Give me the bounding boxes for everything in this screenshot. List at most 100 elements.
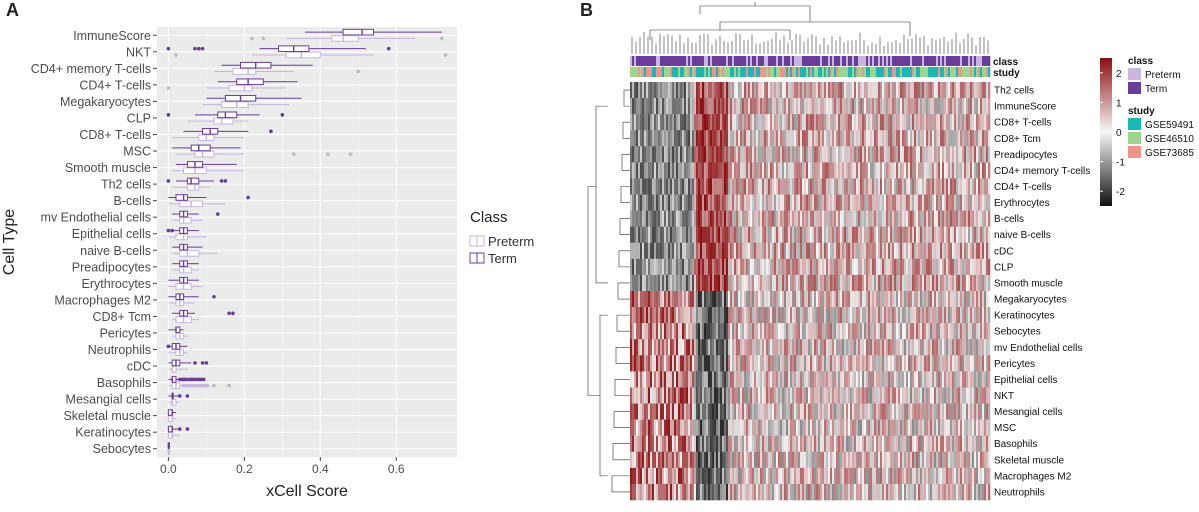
heatmap-cell: [656, 82, 658, 98]
heatmap-cell: [810, 291, 812, 307]
heatmap-cell: [874, 339, 876, 355]
heatmap-cell: [940, 355, 942, 371]
heatmap-cell: [850, 227, 852, 243]
heatmap-cell: [972, 339, 974, 355]
heatmap-cell: [648, 420, 650, 436]
heatmap-cell: [772, 436, 774, 452]
heatmap-cell: [886, 178, 888, 194]
heatmap-cell: [926, 387, 928, 403]
heatmap-cell: [716, 211, 718, 227]
heatmap-cell: [724, 275, 726, 291]
class-annotation-cell: [722, 56, 724, 66]
heatmap-cell: [890, 259, 892, 275]
heatmap-cell: [892, 227, 894, 243]
heatmap-cell: [650, 211, 652, 227]
heatmap-cell: [740, 291, 742, 307]
heatmap-cell: [730, 243, 732, 259]
heatmap-cell: [968, 371, 970, 387]
heatmap-cell: [814, 387, 816, 403]
heatmap-cell: [978, 243, 980, 259]
heatmap-cell: [724, 436, 726, 452]
heatmap-cell: [674, 82, 676, 98]
heatmap-cell: [640, 355, 642, 371]
heatmap-cell: [840, 291, 842, 307]
heatmap-cell: [690, 420, 692, 436]
heatmap-cell: [798, 436, 800, 452]
heatmap-cell: [932, 227, 934, 243]
class-annotation-cell: [742, 56, 744, 66]
heatmap-cell: [790, 259, 792, 275]
heatmap-cell: [726, 275, 728, 291]
heatmap-cell: [966, 195, 968, 211]
heatmap-cell: [714, 355, 716, 371]
heatmap-cell: [982, 243, 984, 259]
heatmap-cell: [860, 436, 862, 452]
heatmap-cell: [838, 82, 840, 98]
heatmap-cell: [660, 323, 662, 339]
heatmap-cell: [856, 420, 858, 436]
outlier-point: [349, 152, 353, 156]
heatmap-cell: [746, 420, 748, 436]
heatmap-cell: [868, 243, 870, 259]
heatmap-cell: [786, 355, 788, 371]
heatmap-cell: [706, 371, 708, 387]
heatmap-cell: [944, 259, 946, 275]
heatmap-cell: [764, 275, 766, 291]
heatmap-cell: [700, 98, 702, 114]
heatmap-cell: [894, 420, 896, 436]
heatmap-cell: [794, 146, 796, 162]
study-annotation-cell: [892, 67, 894, 77]
heatmap-cell: [746, 387, 748, 403]
heatmap-cell: [834, 307, 836, 323]
heatmap-cell: [780, 275, 782, 291]
heatmap-cell: [654, 355, 656, 371]
heatmap-cell: [758, 339, 760, 355]
heatmap-cell: [966, 227, 968, 243]
study-annotation-cell: [638, 67, 640, 77]
heatmap-cell: [984, 178, 986, 194]
heatmap-cell: [938, 146, 940, 162]
heatmap-cell: [842, 355, 844, 371]
heatmap-cell: [818, 355, 820, 371]
heatmap-cell: [910, 162, 912, 178]
heatmap-cell: [800, 371, 802, 387]
heatmap-cell: [630, 227, 632, 243]
heatmap-cell: [932, 307, 934, 323]
heatmap-cell: [756, 178, 758, 194]
heatmap-cell: [656, 98, 658, 114]
heatmap-cell: [640, 291, 642, 307]
heatmap-cell: [984, 114, 986, 130]
heatmap-cell: [726, 130, 728, 146]
heatmap-cell: [758, 323, 760, 339]
heatmap-cell: [840, 259, 842, 275]
heatmap-cell: [718, 387, 720, 403]
heatmap-cell: [688, 339, 690, 355]
heatmap-cell: [838, 130, 840, 146]
heatmap-cell: [862, 355, 864, 371]
heatmap-cell: [960, 130, 962, 146]
heatmap-cell: [746, 82, 748, 98]
class-annotation-cell: [674, 56, 676, 66]
heatmap-cell: [794, 243, 796, 259]
heatmap-cell: [680, 243, 682, 259]
heatmap-cell: [748, 275, 750, 291]
heatmap-cell: [860, 195, 862, 211]
heatmap-cell: [872, 436, 874, 452]
heatmap-cell: [734, 146, 736, 162]
heatmap-cell: [804, 162, 806, 178]
heatmap-cell: [874, 243, 876, 259]
class-annotation-cell: [730, 56, 732, 66]
heatmap-cell: [814, 82, 816, 98]
heatmap-cell: [944, 195, 946, 211]
heatmap-cell: [658, 227, 660, 243]
heatmap-cell: [754, 146, 756, 162]
heatmap-cell: [904, 162, 906, 178]
heatmap-cell: [872, 259, 874, 275]
heatmap-cell: [694, 371, 696, 387]
heatmap-cell: [802, 146, 804, 162]
heatmap-cell: [862, 130, 864, 146]
heatmap-cell: [842, 82, 844, 98]
heatmap-cell: [962, 355, 964, 371]
heatmap-cell: [824, 387, 826, 403]
heatmap-cell: [730, 355, 732, 371]
